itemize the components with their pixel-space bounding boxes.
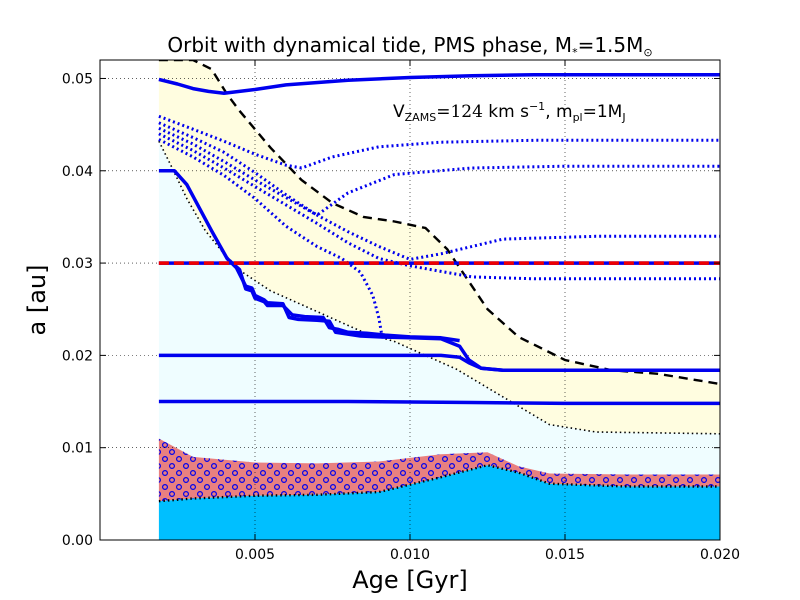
x-tick-label: 0.020 [700,547,740,563]
series-lines [158,60,720,435]
light-cyan-region [158,141,720,475]
series-dotted-4 [158,132,720,281]
cyan-base-boundary [158,463,720,503]
x-tick-label: 0.010 [390,547,430,563]
y-tick-label: 0.01 [62,441,93,457]
series-a0=0.015 [158,399,720,406]
chart-regions [158,60,720,540]
chart-title: Orbit with dynamical tide, PMS phase, M*… [167,33,652,59]
y-tick-label: 0.00 [62,533,93,549]
pink-band-hatch [158,438,720,502]
series-dotted-3 [158,126,720,261]
series-dotted-2 [158,121,720,217]
series-a0=0.050 [158,73,720,95]
yellow-region [158,60,720,434]
y-axis-label: a [au] [23,265,51,336]
y-tick-label: 0.02 [62,348,93,364]
x-axis-label: Age [Gyr] [352,566,467,594]
x-tick-label: 0.005 [235,547,275,563]
cyan-base-region [158,465,720,540]
y-tick-label: 0.03 [62,256,93,272]
upper-dashed-line [158,60,720,386]
series-a0=0.040 [158,169,720,372]
y-tick-label: 0.04 [62,164,93,180]
series-a0=0.020 [158,353,720,372]
series-a0=0.040-alt [225,257,460,343]
y-tick-label: 0.05 [62,71,93,87]
series-dotted-5 [158,138,384,338]
x-tick-label: 0.015 [545,547,585,563]
axis-ticks: 0.005 0.010 0.015 0.020 0.00 0.01 0.02 0.03 0.04… [62,60,740,563]
corotation-dotted-line [158,140,720,435]
velocity-mass-annotation: VZAMS=124 km s−1, mpl=1MJ [393,100,626,124]
